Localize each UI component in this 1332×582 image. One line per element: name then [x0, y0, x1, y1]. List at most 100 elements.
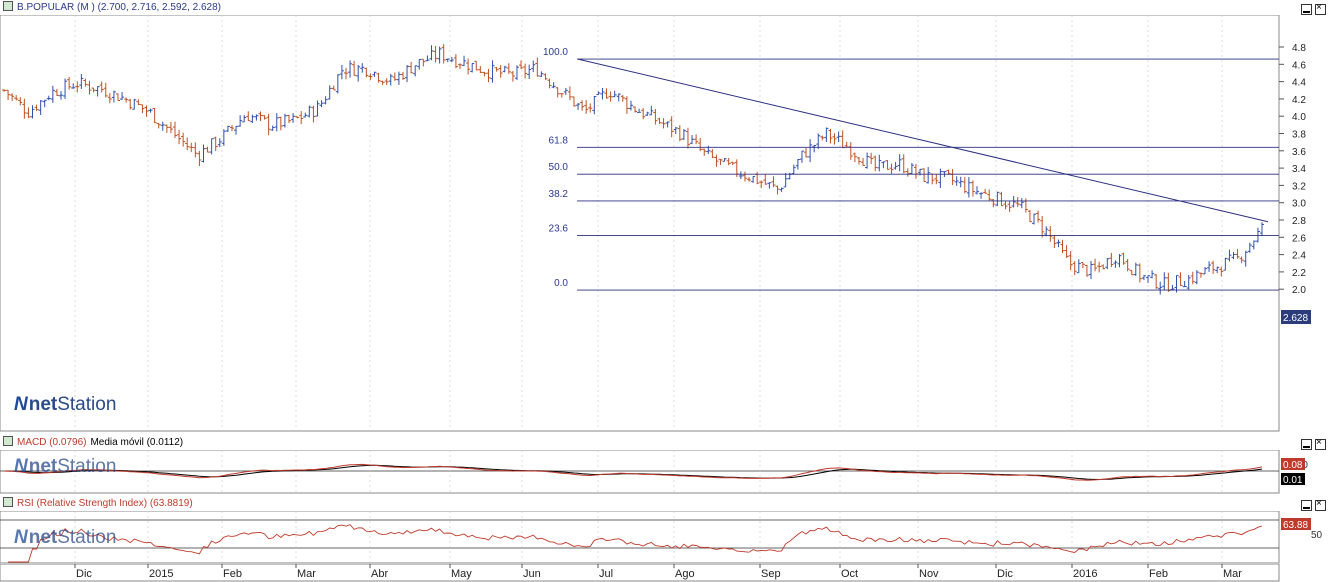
price-bar: [519, 60, 524, 70]
close-icon[interactable]: [1315, 437, 1326, 450]
x-axis-area: [0, 564, 1280, 582]
price-bar: [156, 122, 161, 129]
price-bar: [205, 146, 210, 153]
price-bar: [510, 71, 515, 82]
y-tick-label: 4.4: [1292, 78, 1306, 89]
price-bar: [1137, 263, 1142, 283]
price-bar: [1198, 272, 1203, 278]
price-bar: [437, 46, 442, 64]
price-bar: [1239, 256, 1244, 264]
price-bar: [63, 78, 68, 99]
price-bar: [181, 132, 186, 147]
price-bar: [791, 164, 796, 175]
price-bar: [1056, 239, 1061, 248]
x-tick-label: Abr: [371, 568, 388, 580]
price-bar: [901, 154, 906, 174]
y-tick-label: 2.2: [1292, 268, 1306, 279]
price-bar: [417, 58, 422, 70]
price-panel-title: B.POPULAR (M ) (2.700, 2.716, 2.592, 2.6…: [0, 1, 1300, 15]
price-bar: [779, 187, 784, 192]
price-bar: [2, 89, 6, 92]
price-bar: [563, 87, 568, 95]
price-bar: [1121, 252, 1126, 265]
price-bar: [580, 100, 585, 111]
x-tick-label: Mar: [1223, 568, 1242, 580]
price-bar: [571, 96, 576, 107]
price-bar: [710, 149, 715, 159]
close-icon[interactable]: [1315, 498, 1326, 511]
price-bar: [254, 114, 259, 121]
price-bar: [303, 112, 308, 118]
price-bar: [115, 93, 120, 101]
price-bar: [107, 93, 112, 104]
x-tick-label: Dic: [997, 568, 1013, 580]
minimize-icon[interactable]: [1301, 500, 1312, 511]
price-bar: [1084, 264, 1089, 277]
price-bar: [213, 136, 218, 151]
price-bar: [335, 74, 340, 94]
price-bar: [726, 157, 731, 166]
price-bar: [6, 89, 11, 100]
close-icon[interactable]: [1315, 2, 1326, 15]
price-bar: [628, 100, 633, 111]
minimize-icon[interactable]: [1301, 4, 1312, 15]
price-bar: [54, 88, 59, 96]
price-bar: [396, 71, 401, 85]
price-bar: [209, 138, 214, 155]
x-tick-label: Ago: [675, 568, 695, 580]
price-bar: [356, 65, 361, 82]
price-bar: [685, 127, 690, 149]
price-bar: [539, 71, 544, 78]
price-bar: [75, 81, 80, 93]
price-bar: [30, 105, 35, 119]
price-bar: [250, 114, 255, 123]
x-tick-label: 2015: [149, 568, 173, 580]
y-tick-label: 3.2: [1292, 181, 1306, 192]
price-bar: [425, 55, 430, 62]
price-bar: [506, 63, 511, 74]
minimize-icon[interactable]: [1301, 439, 1312, 450]
price-bar: [604, 88, 609, 99]
price-bar: [1072, 261, 1077, 276]
price-bar: [441, 44, 446, 64]
price-bar: [649, 105, 654, 116]
price-bar: [612, 90, 617, 98]
price-bar: [962, 177, 967, 194]
price-bar: [742, 171, 747, 182]
fib-level-label: 38.2: [549, 189, 569, 200]
logo-net-text: net: [28, 394, 58, 415]
price-bar: [1093, 258, 1098, 272]
price-bar: [1251, 240, 1256, 250]
price-bar: [531, 60, 536, 73]
price-bar: [873, 155, 878, 172]
price-bar: [966, 177, 971, 198]
price-bar: [938, 168, 943, 188]
price-bar: [1211, 260, 1216, 274]
x-tick-label: Nov: [919, 568, 939, 580]
price-bar: [486, 68, 491, 83]
price-bar: [172, 121, 177, 139]
logo-n-glyph: N: [14, 394, 28, 415]
price-bar: [991, 198, 996, 208]
price-bar: [922, 168, 927, 183]
price-bar: [836, 131, 841, 142]
price-bar: [339, 65, 344, 80]
price-bar: [865, 152, 870, 169]
rsi-chart: 63.88 50: [0, 511, 1323, 564]
price-bar: [1032, 213, 1037, 225]
price-bar: [694, 134, 699, 145]
price-bar: [645, 111, 650, 117]
price-bar: [987, 189, 992, 201]
price-bar: [348, 60, 353, 78]
price-bar: [600, 87, 605, 100]
price-bar: [881, 161, 886, 169]
y-tick-label: 3.0: [1292, 199, 1306, 210]
price-bar: [824, 127, 829, 142]
price-bar: [160, 121, 165, 131]
price-bar: [514, 65, 519, 81]
price-bar: [99, 81, 104, 93]
price-bar: [323, 96, 328, 105]
logo-net-text: net: [28, 527, 58, 548]
fib-level-label: 100.0: [543, 47, 568, 58]
price-bar: [751, 175, 756, 183]
